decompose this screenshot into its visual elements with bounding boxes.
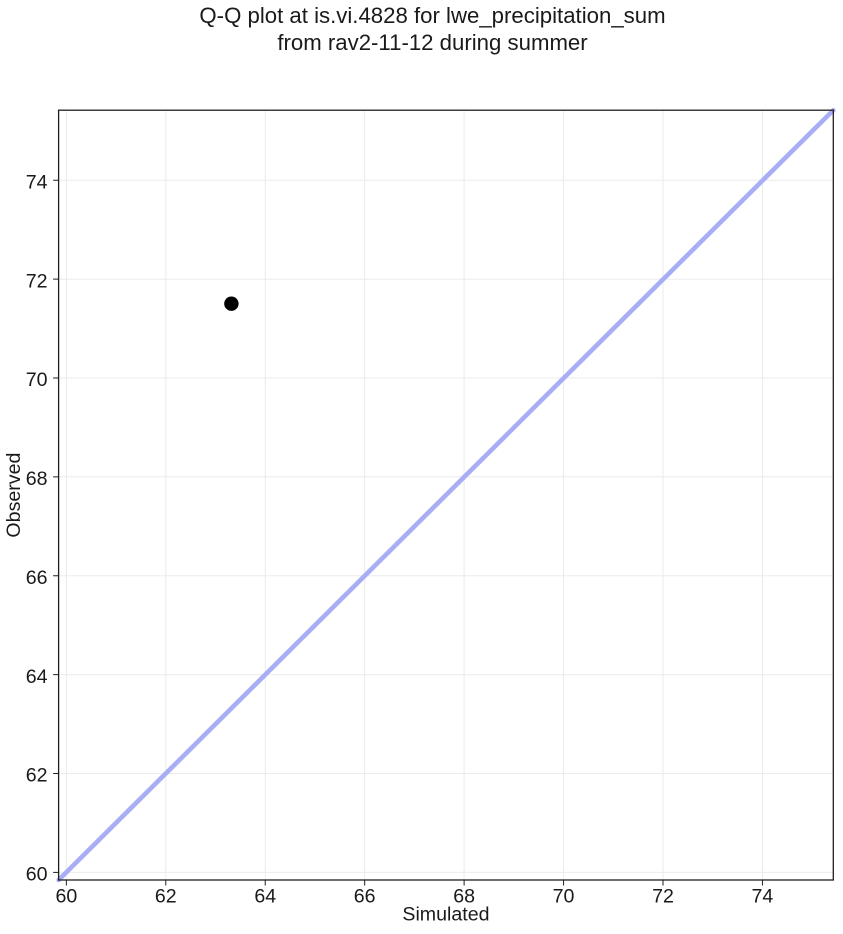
- svg-text:74: 74: [752, 886, 774, 908]
- svg-text:62: 62: [26, 765, 48, 787]
- svg-text:70: 70: [26, 369, 48, 391]
- svg-text:60: 60: [26, 864, 48, 886]
- svg-text:68: 68: [26, 468, 48, 490]
- svg-text:72: 72: [26, 270, 48, 292]
- svg-text:74: 74: [26, 171, 48, 193]
- svg-text:64: 64: [254, 886, 276, 908]
- svg-text:70: 70: [553, 886, 575, 908]
- svg-text:Observed: Observed: [3, 453, 25, 538]
- svg-text:64: 64: [26, 666, 48, 688]
- svg-text:66: 66: [26, 567, 48, 589]
- svg-text:Simulated: Simulated: [402, 904, 489, 926]
- svg-text:62: 62: [155, 886, 177, 908]
- svg-text:60: 60: [55, 886, 77, 908]
- svg-text:72: 72: [652, 886, 674, 908]
- svg-text:66: 66: [354, 886, 376, 908]
